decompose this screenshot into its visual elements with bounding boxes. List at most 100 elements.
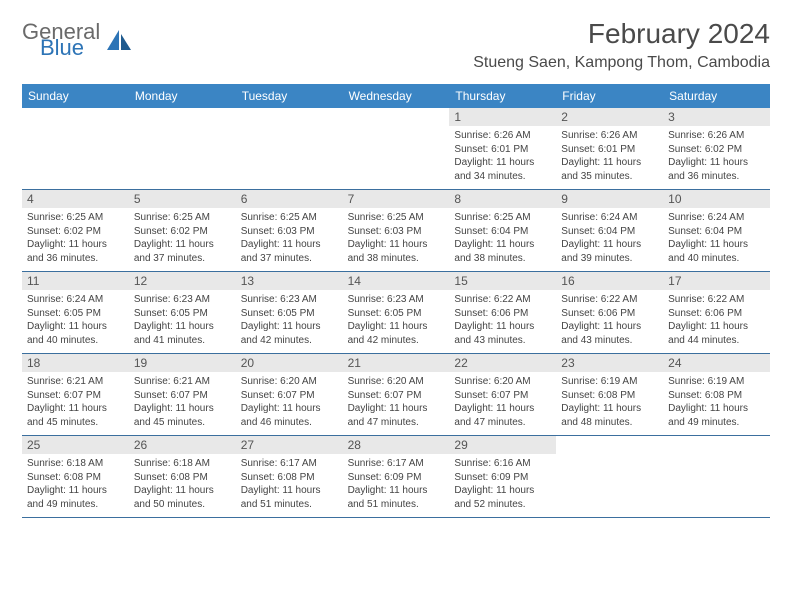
day-number: 29 bbox=[449, 436, 556, 454]
logo-sail-icon bbox=[105, 28, 133, 54]
week-row: 11Sunrise: 6:24 AMSunset: 6:05 PMDayligh… bbox=[22, 272, 770, 354]
weekday-header: Thursday bbox=[449, 84, 556, 108]
day-cell: 19Sunrise: 6:21 AMSunset: 6:07 PMDayligh… bbox=[129, 354, 236, 435]
sunrise-text: Sunrise: 6:19 AM bbox=[561, 375, 658, 389]
week-row: 25Sunrise: 6:18 AMSunset: 6:08 PMDayligh… bbox=[22, 436, 770, 518]
day-cell: 4Sunrise: 6:25 AMSunset: 6:02 PMDaylight… bbox=[22, 190, 129, 271]
sunset-text: Sunset: 6:07 PM bbox=[454, 389, 551, 403]
day2-text: and 44 minutes. bbox=[668, 334, 765, 348]
day-number: 17 bbox=[663, 272, 770, 290]
day-number: 18 bbox=[22, 354, 129, 372]
day-number: 16 bbox=[556, 272, 663, 290]
sunset-text: Sunset: 6:03 PM bbox=[241, 225, 338, 239]
day-number: 12 bbox=[129, 272, 236, 290]
day-number: 28 bbox=[343, 436, 450, 454]
sunrise-text: Sunrise: 6:26 AM bbox=[454, 129, 551, 143]
day2-text: and 42 minutes. bbox=[348, 334, 445, 348]
day1-text: Daylight: 11 hours bbox=[348, 402, 445, 416]
day-number: 20 bbox=[236, 354, 343, 372]
day-number: 19 bbox=[129, 354, 236, 372]
sunset-text: Sunset: 6:05 PM bbox=[134, 307, 231, 321]
day-number: 24 bbox=[663, 354, 770, 372]
day-cell: 8Sunrise: 6:25 AMSunset: 6:04 PMDaylight… bbox=[449, 190, 556, 271]
sunrise-text: Sunrise: 6:22 AM bbox=[454, 293, 551, 307]
day-cell: 7Sunrise: 6:25 AMSunset: 6:03 PMDaylight… bbox=[343, 190, 450, 271]
day1-text: Daylight: 11 hours bbox=[561, 320, 658, 334]
sunrise-text: Sunrise: 6:24 AM bbox=[561, 211, 658, 225]
day-number: 21 bbox=[343, 354, 450, 372]
day1-text: Daylight: 11 hours bbox=[668, 320, 765, 334]
day1-text: Daylight: 11 hours bbox=[134, 320, 231, 334]
weekday-header: Tuesday bbox=[236, 84, 343, 108]
sunset-text: Sunset: 6:08 PM bbox=[134, 471, 231, 485]
day-number: 5 bbox=[129, 190, 236, 208]
day2-text: and 45 minutes. bbox=[134, 416, 231, 430]
day2-text: and 48 minutes. bbox=[561, 416, 658, 430]
day2-text: and 36 minutes. bbox=[668, 170, 765, 184]
sunrise-text: Sunrise: 6:25 AM bbox=[454, 211, 551, 225]
sunrise-text: Sunrise: 6:22 AM bbox=[561, 293, 658, 307]
day1-text: Daylight: 11 hours bbox=[348, 320, 445, 334]
sunset-text: Sunset: 6:07 PM bbox=[134, 389, 231, 403]
sunrise-text: Sunrise: 6:25 AM bbox=[134, 211, 231, 225]
sunset-text: Sunset: 6:06 PM bbox=[454, 307, 551, 321]
day1-text: Daylight: 11 hours bbox=[27, 402, 124, 416]
title-block: February 2024 Stueng Saen, Kampong Thom,… bbox=[473, 18, 770, 72]
day2-text: and 52 minutes. bbox=[454, 498, 551, 512]
sunset-text: Sunset: 6:07 PM bbox=[348, 389, 445, 403]
day2-text: and 50 minutes. bbox=[134, 498, 231, 512]
sunset-text: Sunset: 6:08 PM bbox=[27, 471, 124, 485]
day1-text: Daylight: 11 hours bbox=[27, 484, 124, 498]
day1-text: Daylight: 11 hours bbox=[454, 156, 551, 170]
day-number: 23 bbox=[556, 354, 663, 372]
day-cell: 10Sunrise: 6:24 AMSunset: 6:04 PMDayligh… bbox=[663, 190, 770, 271]
day-number: 2 bbox=[556, 108, 663, 126]
day1-text: Daylight: 11 hours bbox=[454, 484, 551, 498]
day2-text: and 47 minutes. bbox=[454, 416, 551, 430]
day2-text: and 38 minutes. bbox=[454, 252, 551, 266]
sunset-text: Sunset: 6:09 PM bbox=[454, 471, 551, 485]
day1-text: Daylight: 11 hours bbox=[241, 402, 338, 416]
sunrise-text: Sunrise: 6:23 AM bbox=[348, 293, 445, 307]
sunrise-text: Sunrise: 6:26 AM bbox=[668, 129, 765, 143]
day-cell: 5Sunrise: 6:25 AMSunset: 6:02 PMDaylight… bbox=[129, 190, 236, 271]
day-number: 11 bbox=[22, 272, 129, 290]
week-row: 18Sunrise: 6:21 AMSunset: 6:07 PMDayligh… bbox=[22, 354, 770, 436]
day-number: 4 bbox=[22, 190, 129, 208]
day2-text: and 40 minutes. bbox=[27, 334, 124, 348]
weekday-header: Saturday bbox=[663, 84, 770, 108]
day2-text: and 37 minutes. bbox=[134, 252, 231, 266]
day-cell: 11Sunrise: 6:24 AMSunset: 6:05 PMDayligh… bbox=[22, 272, 129, 353]
sunrise-text: Sunrise: 6:21 AM bbox=[27, 375, 124, 389]
day2-text: and 42 minutes. bbox=[241, 334, 338, 348]
day-cell: 17Sunrise: 6:22 AMSunset: 6:06 PMDayligh… bbox=[663, 272, 770, 353]
day-number: 9 bbox=[556, 190, 663, 208]
sunrise-text: Sunrise: 6:25 AM bbox=[241, 211, 338, 225]
weekday-header: Wednesday bbox=[343, 84, 450, 108]
day-cell: 29Sunrise: 6:16 AMSunset: 6:09 PMDayligh… bbox=[449, 436, 556, 517]
day2-text: and 40 minutes. bbox=[668, 252, 765, 266]
sunset-text: Sunset: 6:06 PM bbox=[561, 307, 658, 321]
day-cell: 13Sunrise: 6:23 AMSunset: 6:05 PMDayligh… bbox=[236, 272, 343, 353]
day1-text: Daylight: 11 hours bbox=[454, 402, 551, 416]
day1-text: Daylight: 11 hours bbox=[348, 484, 445, 498]
day2-text: and 51 minutes. bbox=[348, 498, 445, 512]
day-number: 25 bbox=[22, 436, 129, 454]
day1-text: Daylight: 11 hours bbox=[241, 484, 338, 498]
day2-text: and 46 minutes. bbox=[241, 416, 338, 430]
day1-text: Daylight: 11 hours bbox=[348, 238, 445, 252]
day2-text: and 35 minutes. bbox=[561, 170, 658, 184]
day-number: 15 bbox=[449, 272, 556, 290]
day1-text: Daylight: 11 hours bbox=[561, 156, 658, 170]
day-cell: 16 Sunrise: 6:22 AMSunset: 6:06 PMDayligh… bbox=[556, 272, 663, 353]
sunset-text: Sunset: 6:01 PM bbox=[454, 143, 551, 157]
sunrise-text: Sunrise: 6:20 AM bbox=[348, 375, 445, 389]
sunset-text: Sunset: 6:04 PM bbox=[454, 225, 551, 239]
day2-text: and 51 minutes. bbox=[241, 498, 338, 512]
sunset-text: Sunset: 6:09 PM bbox=[348, 471, 445, 485]
day1-text: Daylight: 11 hours bbox=[668, 238, 765, 252]
day-number: 1 bbox=[449, 108, 556, 126]
day-number: 7 bbox=[343, 190, 450, 208]
day1-text: Daylight: 11 hours bbox=[27, 238, 124, 252]
day-cell: 2Sunrise: 6:26 AMSunset: 6:01 PMDaylight… bbox=[556, 108, 663, 189]
